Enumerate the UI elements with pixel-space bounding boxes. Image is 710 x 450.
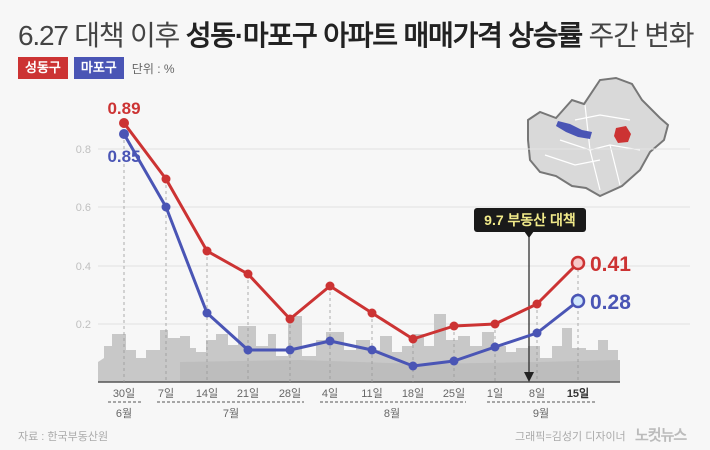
month-label: 7월 bbox=[223, 407, 239, 420]
month-label: 6월 bbox=[116, 407, 132, 420]
svg-text:0.6: 0.6 bbox=[76, 202, 91, 214]
svg-text:28일: 28일 bbox=[279, 386, 301, 400]
svg-text:7일: 7일 bbox=[158, 386, 174, 400]
x-axis-labels: 30일 7일 14일 21일 28일 4일 11일 18일 25일 1일 8일 … bbox=[113, 386, 589, 400]
series-seongdong bbox=[119, 118, 586, 344]
month-label: 8월 bbox=[384, 407, 400, 420]
svg-text:18일: 18일 bbox=[402, 386, 424, 400]
legend: 성동구 마포구 단위 : % bbox=[18, 57, 175, 79]
graphic-credit: 그래픽=김성기 디자이너 bbox=[515, 431, 626, 443]
svg-text:4일: 4일 bbox=[322, 386, 338, 400]
svg-text:15일: 15일 bbox=[567, 386, 589, 400]
legend-seongdong: 성동구 bbox=[18, 57, 68, 79]
series-mapo bbox=[119, 129, 586, 371]
svg-text:14일: 14일 bbox=[196, 386, 218, 400]
gridlines bbox=[98, 148, 690, 325]
nocut-news-logo: 노컷뉴스 bbox=[635, 427, 687, 444]
svg-text:0.4: 0.4 bbox=[76, 261, 91, 273]
svg-text:30일: 30일 bbox=[113, 386, 135, 400]
svg-text:0.2: 0.2 bbox=[76, 319, 91, 331]
chart-title: 6.27 대책 이후 성동·마포구 아파트 매매가격 상승률 주간 변화 bbox=[18, 14, 695, 54]
svg-text:25일: 25일 bbox=[443, 386, 465, 400]
annotation-9-7-policy: 9.7 부동산 대책 bbox=[474, 208, 586, 382]
title-highlight: 성동·마포구 아파트 매매가격 상승률 bbox=[185, 20, 583, 51]
title-prefix: 6.27 대책 이후 bbox=[18, 20, 186, 51]
source-note: 자료 : 한국부동산원 bbox=[18, 431, 109, 443]
y-axis-ticks: 0.8 0.6 0.4 0.2 bbox=[76, 144, 91, 331]
svg-text:11일: 11일 bbox=[361, 386, 383, 400]
svg-text:1일: 1일 bbox=[487, 386, 503, 400]
svg-text:0.41: 0.41 bbox=[590, 253, 631, 276]
title-suffix: 주간 변화 bbox=[581, 20, 695, 51]
svg-text:8일: 8일 bbox=[529, 386, 545, 400]
svg-text:21일: 21일 bbox=[237, 386, 259, 400]
unit-label: 단위 : % bbox=[131, 61, 175, 76]
seoul-map-icon bbox=[527, 76, 670, 198]
svg-text:0.28: 0.28 bbox=[590, 291, 631, 314]
svg-text:9.7 부동산 대책: 9.7 부동산 대책 bbox=[484, 212, 576, 228]
svg-text:0.8: 0.8 bbox=[76, 144, 91, 156]
legend-mapo: 마포구 bbox=[73, 57, 124, 79]
data-labels: 0.89 0.85 0.41 0.28 bbox=[107, 99, 631, 314]
svg-text:0.89: 0.89 bbox=[107, 99, 140, 118]
month-label: 9월 bbox=[533, 407, 549, 420]
svg-text:0.85: 0.85 bbox=[107, 147, 140, 166]
